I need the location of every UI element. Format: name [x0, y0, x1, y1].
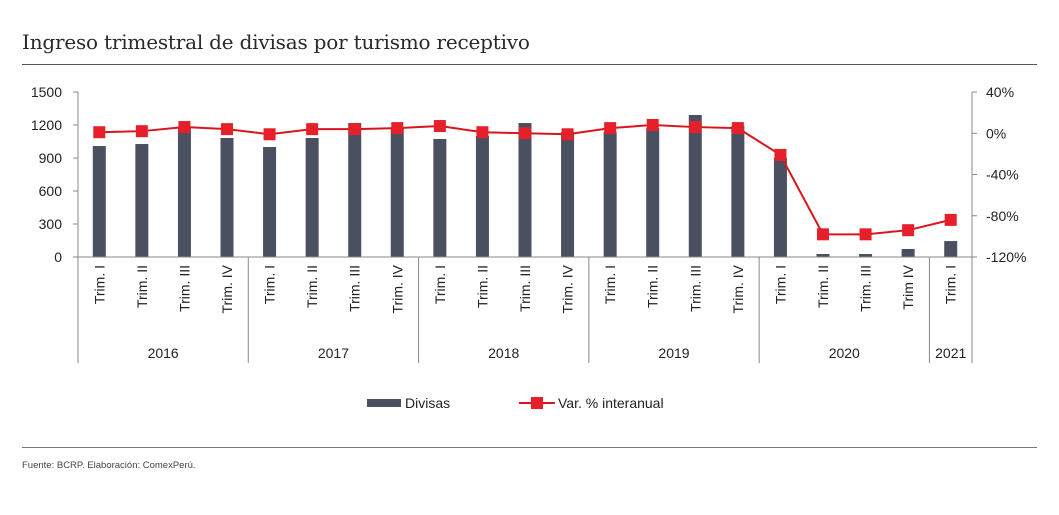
x-tick-label: Trim. II — [474, 265, 490, 308]
line-marker — [604, 122, 617, 135]
bar — [305, 137, 319, 257]
x-tick-label: Trim. II — [815, 265, 831, 308]
x-tick-label: Trim. III — [858, 265, 874, 312]
legend-label-var: Var. % interanual — [558, 395, 664, 411]
x-tick-label: Trim IV — [900, 264, 916, 309]
line-marker — [348, 123, 361, 136]
year-label: 2020 — [829, 345, 860, 361]
line-marker — [178, 121, 191, 134]
bar — [859, 254, 873, 257]
legend-label-divisas: Divisas — [405, 395, 450, 411]
line-marker — [817, 228, 829, 241]
line-marker — [433, 120, 446, 133]
bar — [433, 138, 447, 257]
x-tick-label: Trim. II — [134, 265, 150, 308]
x-tick-label: Trim. II — [645, 265, 661, 308]
bar — [390, 126, 404, 257]
line-marker — [391, 122, 404, 135]
right-axis-tick-label: -120% — [986, 249, 1026, 265]
year-label: 2016 — [148, 345, 179, 361]
footer-divider — [22, 447, 1037, 448]
chart-title: Ingreso trimestral de divisas por turism… — [22, 30, 530, 54]
x-tick-label: Trim. III — [347, 265, 363, 312]
x-tick-label: Trim. IV — [389, 264, 405, 313]
left-axis-tick-label: 600 — [39, 183, 63, 199]
year-label: 2017 — [318, 345, 349, 361]
year-label: 2018 — [488, 345, 519, 361]
x-tick-label: Trim. I — [772, 265, 788, 304]
year-label: 2021 — [935, 345, 966, 361]
x-tick-label: Trim. IV — [219, 264, 235, 313]
line-marker — [646, 119, 659, 131]
source-note: Fuente: BCRP. Elaboración: ComexPerú. — [22, 460, 196, 471]
x-tick-label: Trim. IV — [560, 264, 576, 313]
line-marker — [135, 125, 148, 138]
line-marker — [859, 228, 872, 241]
left-axis-tick-label: 300 — [39, 216, 63, 232]
x-tick-label: Trim. III — [176, 265, 192, 312]
right-axis-tick-label: -80% — [986, 208, 1019, 224]
left-axis-tick-label: 0 — [54, 249, 62, 265]
x-tick-label: Trim. IV — [730, 264, 746, 313]
x-tick-label: Trim. I — [432, 265, 448, 304]
bar — [646, 127, 660, 257]
title-divider — [22, 64, 1037, 65]
bar — [731, 125, 745, 258]
right-axis-tick-label: -40% — [986, 167, 1019, 183]
legend-swatch-marker — [531, 397, 543, 409]
x-tick-label: Trim. I — [943, 265, 959, 304]
line-marker — [902, 224, 915, 237]
bar-series-divisas — [92, 114, 958, 258]
bar — [518, 123, 532, 258]
bar — [688, 114, 702, 258]
left-axis-tick-label: 1500 — [31, 84, 62, 100]
bar — [348, 123, 362, 258]
line-marker — [561, 128, 574, 141]
left-axis-tick-label: 1200 — [31, 117, 62, 133]
x-axis: Trim. I Trim. II Trim. III Trim. IV Trim. I T… — [77, 256, 973, 363]
year-label: 2019 — [658, 345, 689, 361]
bar — [263, 147, 277, 257]
x-tick-label: Trim. II — [304, 265, 320, 308]
bar — [773, 158, 787, 257]
bar — [220, 137, 234, 257]
line-series-var-interanual — [93, 119, 957, 241]
x-tick-label: Trim. III — [517, 265, 533, 312]
bar — [475, 136, 489, 257]
right-axis-tick-label: 40% — [986, 84, 1014, 100]
x-tick-label: Trim. I — [91, 265, 107, 304]
bar — [816, 254, 830, 257]
right-axis: -120% -80% -40% 0% 40% — [971, 84, 1026, 265]
line-marker — [944, 213, 957, 226]
bar — [135, 144, 149, 257]
chart: 0 300 600 900 1200 1500 -120% -80% -40% 0% 40% Tr… — [31, 84, 1027, 411]
line-marker — [306, 123, 319, 136]
line-marker — [93, 126, 106, 139]
bar — [944, 241, 958, 257]
legend: Divisas Var. % interanual — [367, 395, 664, 411]
line-marker — [476, 126, 489, 139]
line-marker — [774, 148, 787, 161]
line-marker — [689, 121, 702, 134]
line-marker — [221, 123, 233, 136]
x-tick-label: Trim. III — [687, 265, 703, 312]
legend-swatch-divisas — [367, 399, 401, 407]
bar — [603, 132, 617, 257]
line-marker — [519, 127, 531, 140]
x-tick-label: Trim. I — [262, 265, 278, 304]
line-marker — [731, 122, 744, 135]
left-axis: 0 300 600 900 1200 1500 — [31, 84, 79, 265]
right-axis-tick-label: 0% — [986, 125, 1006, 141]
bar — [901, 248, 915, 257]
x-tick-label: Trim. I — [602, 265, 618, 304]
bar — [92, 146, 106, 257]
bar — [561, 132, 575, 257]
bar — [177, 127, 191, 257]
left-axis-tick-label: 900 — [39, 150, 63, 166]
line-marker — [263, 128, 276, 141]
